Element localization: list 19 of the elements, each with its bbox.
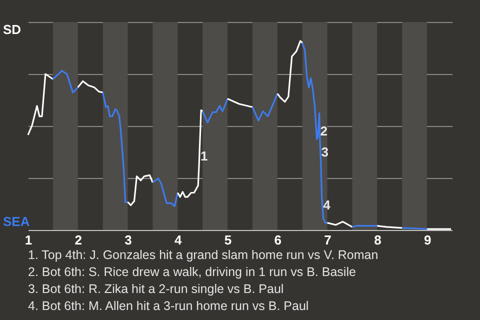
x-tick-label: 3 bbox=[124, 232, 132, 248]
annotation: 2 bbox=[320, 124, 328, 139]
annotation: 4 bbox=[323, 197, 332, 212]
text: SD bbox=[3, 22, 22, 37]
x-tick-label: 5 bbox=[224, 232, 232, 248]
x-tick-label: 8 bbox=[374, 232, 382, 248]
x-tick-label: 2 bbox=[74, 232, 82, 248]
text: 2. Bot 6th: S. Rice drew a walk, driving in 1 run vs B. Basile bbox=[28, 265, 356, 279]
x-tick-label: 7 bbox=[324, 232, 332, 248]
text: 3. Bot 6th: R. Zika hit a 2-run single vs B. Paul bbox=[28, 282, 284, 296]
x-tick-label: 6 bbox=[274, 232, 282, 248]
text: 4. Bot 6th: M. Allen hit a 3-run home run vs B. Paul bbox=[28, 299, 309, 313]
x-tick-label: 9 bbox=[424, 232, 432, 248]
x-tick-label: 4 bbox=[174, 232, 183, 248]
text: SEA bbox=[3, 214, 30, 229]
annotation: 1 bbox=[200, 148, 208, 164]
text: 1. Top 4th: J. Gonzales hit a grand slam home run vs V. Roman bbox=[28, 248, 378, 262]
annotation: 3 bbox=[321, 144, 328, 160]
x-tick-label: 1 bbox=[24, 232, 32, 248]
